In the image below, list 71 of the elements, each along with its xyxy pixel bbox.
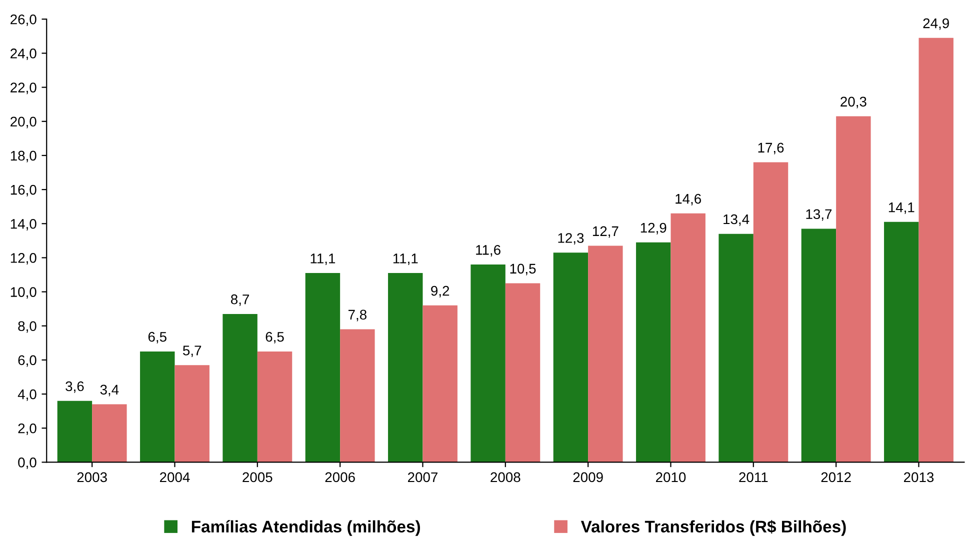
data-label: 3,4 bbox=[100, 384, 119, 396]
bar bbox=[388, 273, 423, 462]
y-tick-label: 18,0 bbox=[10, 150, 36, 162]
data-label: 12,3 bbox=[558, 233, 584, 245]
bar bbox=[505, 283, 540, 462]
data-label: 14,6 bbox=[676, 194, 702, 206]
x-tick-label: 2004 bbox=[160, 472, 190, 482]
data-label: 5,7 bbox=[183, 346, 202, 358]
y-tick-label: 26,0 bbox=[10, 14, 36, 26]
y-tick-label: 20,0 bbox=[10, 116, 36, 128]
y-tick-label: 24,0 bbox=[10, 48, 36, 60]
bar bbox=[257, 351, 292, 462]
bar bbox=[470, 264, 506, 462]
data-label: 8,7 bbox=[230, 294, 250, 306]
x-tick-label: 2010 bbox=[656, 472, 686, 482]
y-tick-label: 4,0 bbox=[18, 389, 36, 401]
x-tick-label: 2007 bbox=[408, 472, 438, 482]
bar bbox=[836, 116, 871, 462]
bar bbox=[57, 400, 92, 462]
y-tick-label: 14,0 bbox=[10, 218, 36, 230]
bar bbox=[340, 329, 375, 462]
bar bbox=[718, 234, 754, 462]
y-tick-label: 16,0 bbox=[10, 184, 36, 196]
data-label: 6,5 bbox=[148, 332, 166, 344]
data-label: 12,7 bbox=[592, 226, 618, 238]
bar bbox=[636, 242, 671, 462]
x-tick-label: 2005 bbox=[242, 472, 272, 482]
data-label: 14,1 bbox=[888, 202, 914, 214]
bar bbox=[140, 351, 175, 462]
data-label: 17,6 bbox=[758, 142, 784, 154]
data-label: 12,9 bbox=[640, 222, 666, 234]
y-tick-label: 8,0 bbox=[18, 321, 36, 333]
bar bbox=[174, 365, 210, 462]
x-tick-label: 2012 bbox=[821, 472, 851, 482]
x-tick-label: 2003 bbox=[77, 472, 107, 482]
legend-label: Valores Transferidos (R$ Bilhões) bbox=[580, 520, 846, 536]
data-label: 6,5 bbox=[266, 332, 284, 344]
bar bbox=[801, 228, 836, 462]
data-label: 3,6 bbox=[66, 381, 84, 393]
bar bbox=[884, 222, 919, 462]
y-tick-label: 6,0 bbox=[18, 355, 36, 367]
bar bbox=[305, 273, 340, 462]
data-label: 13,7 bbox=[806, 209, 832, 221]
bar bbox=[918, 38, 954, 462]
data-label: 11,1 bbox=[393, 254, 418, 266]
y-tick-label: 2,0 bbox=[18, 423, 36, 435]
data-label: 13,4 bbox=[724, 214, 750, 226]
bar bbox=[753, 162, 788, 462]
x-tick-label: 2006 bbox=[325, 472, 355, 482]
data-label: 11,6 bbox=[476, 245, 500, 256]
bar bbox=[670, 213, 706, 462]
y-tick-label: 10,0 bbox=[10, 287, 36, 299]
data-label: 11,1 bbox=[310, 254, 336, 266]
y-tick-label: 0,0 bbox=[18, 458, 36, 470]
bar bbox=[553, 252, 588, 462]
y-tick-label: 22,0 bbox=[10, 82, 36, 94]
data-label: 9,2 bbox=[431, 286, 450, 298]
data-label: 20,3 bbox=[840, 96, 866, 108]
data-label: 7,8 bbox=[348, 310, 366, 322]
x-tick-label: 2013 bbox=[904, 472, 934, 482]
bar bbox=[92, 404, 127, 462]
y-tick-label: 12,0 bbox=[10, 253, 36, 265]
data-label: 24,9 bbox=[923, 18, 949, 30]
bar bbox=[588, 246, 623, 462]
x-tick-label: 2011 bbox=[739, 472, 768, 482]
bar bbox=[222, 314, 258, 462]
legend-label: Famílias Atendidas (milhões) bbox=[192, 520, 420, 536]
x-tick-label: 2008 bbox=[490, 472, 520, 482]
x-tick-label: 2009 bbox=[573, 472, 603, 482]
data-label: 10,5 bbox=[510, 264, 536, 276]
bar bbox=[422, 305, 458, 462]
